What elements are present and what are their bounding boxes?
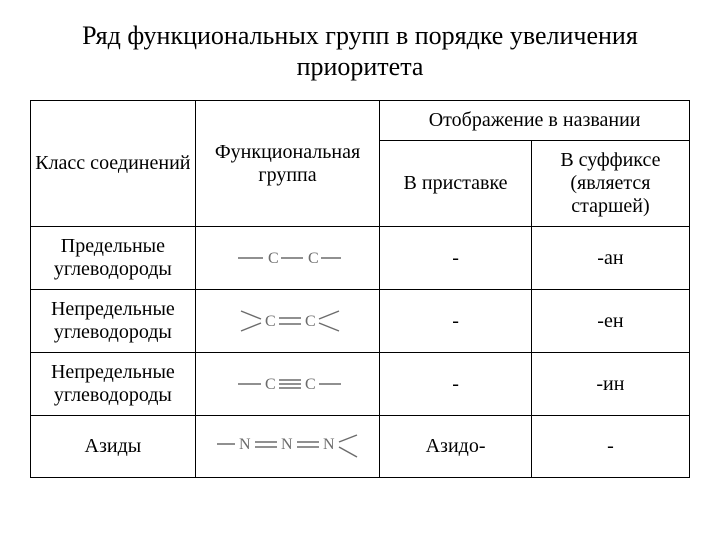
svg-text:C: C <box>265 313 276 330</box>
svg-text:C: C <box>305 313 316 330</box>
table-row: Предельные углеводороды C C - -ан <box>31 227 690 290</box>
table-row: Непредельные углеводороды C C - -ен <box>31 290 690 353</box>
cell-structure: C C <box>195 353 380 416</box>
page-title: Ряд функциональных групп в порядке увели… <box>30 20 690 82</box>
cell-prefix: - <box>380 353 532 416</box>
cell-class: Непредельные углеводороды <box>31 353 196 416</box>
cell-class: Предельные углеводороды <box>31 227 196 290</box>
cell-prefix: - <box>380 290 532 353</box>
cell-prefix: - <box>380 227 532 290</box>
svg-text:C: C <box>308 250 319 267</box>
header-suffix: В суффиксе (является старшей) <box>531 141 689 227</box>
cell-suffix: -ен <box>531 290 689 353</box>
header-group: Функциональная группа <box>195 101 380 227</box>
svg-text:C: C <box>305 376 316 393</box>
header-prefix: В приставке <box>380 141 532 227</box>
svg-text:N: N <box>323 436 335 453</box>
cell-suffix: -ан <box>531 227 689 290</box>
table-header-row-1: Класс соединений Функциональная группа О… <box>31 101 690 141</box>
table-row: Азиды N N N Азидо- - <box>31 416 690 478</box>
cell-suffix: - <box>531 416 689 478</box>
svg-text:C: C <box>265 376 276 393</box>
azide-icon: N N N <box>213 429 363 465</box>
cell-class: Непредельные углеводороды <box>31 290 196 353</box>
cell-structure: C C <box>195 227 380 290</box>
triple-bond-icon: C C <box>233 369 343 399</box>
cell-suffix: -ин <box>531 353 689 416</box>
header-display: Отображение в названии <box>380 101 690 141</box>
cell-structure: N N N <box>195 416 380 478</box>
table-row: Непредельные углеводороды C C - -ин <box>31 353 690 416</box>
double-bond-icon: C C <box>233 303 343 339</box>
svg-text:C: C <box>268 250 279 267</box>
cell-class: Азиды <box>31 416 196 478</box>
cell-structure: C C <box>195 290 380 353</box>
svg-text:N: N <box>239 436 251 453</box>
header-class: Класс соединений <box>31 101 196 227</box>
cell-prefix: Азидо- <box>380 416 532 478</box>
priority-table: Класс соединений Функциональная группа О… <box>30 100 690 478</box>
single-bond-icon: C C <box>233 243 343 273</box>
svg-text:N: N <box>281 436 293 453</box>
